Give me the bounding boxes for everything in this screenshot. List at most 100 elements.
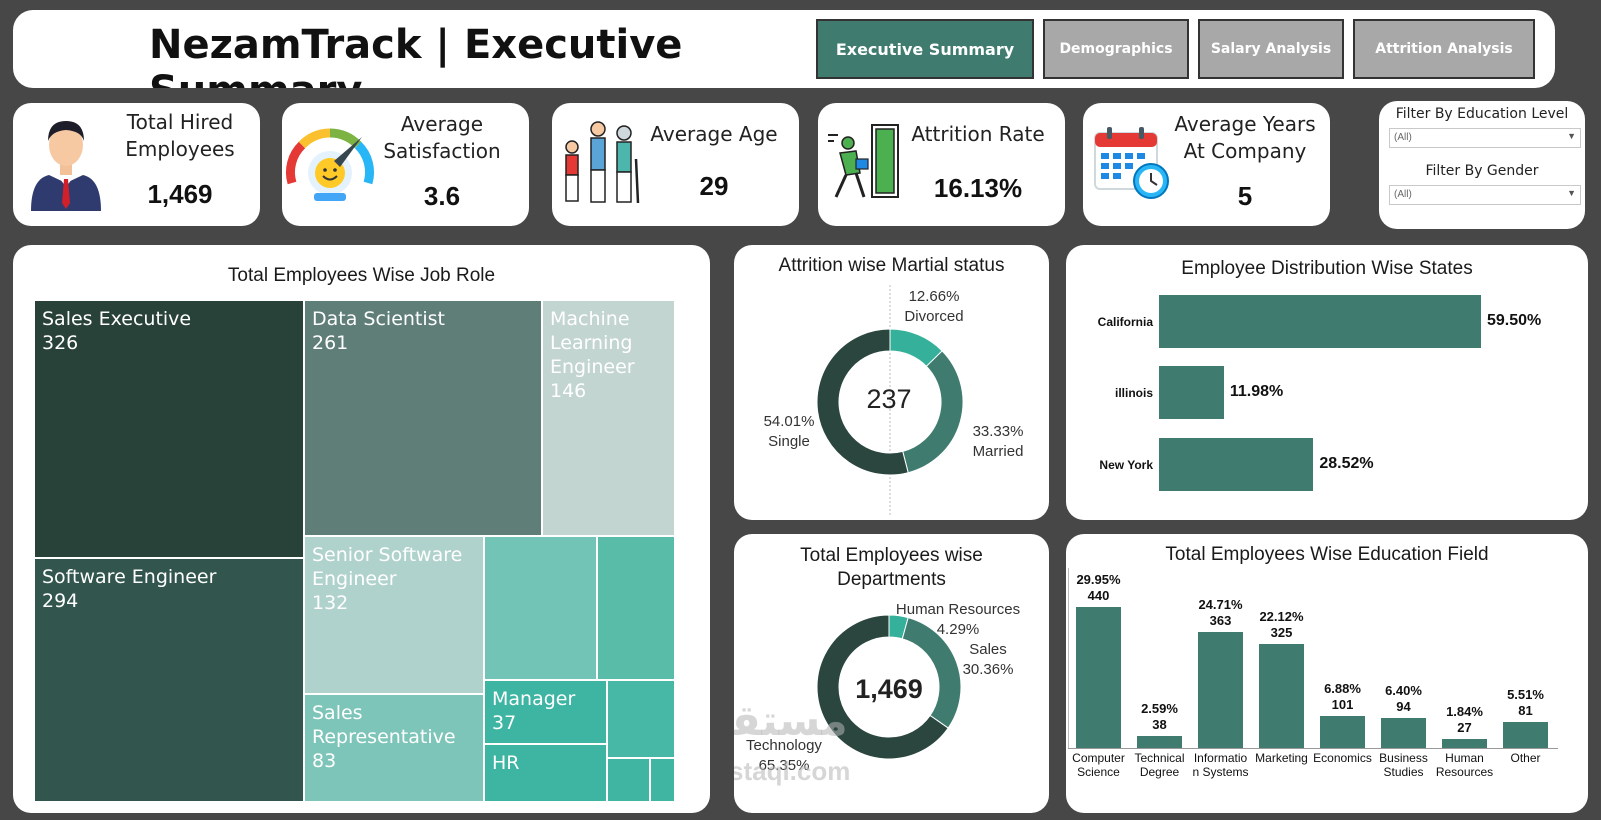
state-value: 28.52% [1319, 454, 1374, 472]
departments-card: Total Employees wise Departments Human R… [734, 534, 1049, 813]
marital-pct-single: 54.01% [763, 413, 815, 430]
education-category-label: Other [1510, 751, 1541, 765]
education-category-label: Business Studies [1379, 751, 1428, 779]
treemap-cell-label: Sales Representative [312, 702, 456, 748]
dept-name-hr: Human Resources [895, 601, 1021, 618]
education-data-label: 5.51% 81 [1507, 687, 1544, 719]
marital-name-married: Married [972, 443, 1024, 460]
nav-demographics[interactable]: Demographics [1043, 19, 1189, 79]
kpi-attrition-rate-value: 16.13% [933, 173, 1023, 203]
kpi-total-hired-label: Total Hired Employees [125, 110, 235, 161]
watermark-arabic: مستقل [734, 697, 848, 744]
donut-slice-single[interactable] [816, 328, 909, 476]
education-bar[interactable] [1320, 715, 1365, 748]
donut-slice-technology[interactable] [816, 614, 949, 760]
departments-title: Total Employees wise Departments [800, 545, 983, 590]
dept-pct-sales: 30.36% [962, 661, 1014, 678]
state-bar[interactable] [1159, 438, 1314, 491]
education-bar-chart: 29.95% 440 Computer Science 2.59% 38 Technical… [1066, 534, 1588, 813]
kpi-attrition-rate-label: Attrition Rate [911, 122, 1045, 146]
marital-center-value: 237 [866, 384, 912, 414]
education-data-label: 22.12% 325 [1259, 608, 1304, 640]
job-role-card: Total Employees Wise Job Role Sales Exec… [13, 245, 710, 813]
treemap-cell-label: Manager [492, 688, 576, 710]
satisfaction-gauge-icon [285, 128, 375, 201]
filter-gender-value: (All) [1394, 189, 1412, 200]
marital-label-divorced: 12.66% Divorced [884, 287, 984, 327]
education-bar[interactable] [1381, 717, 1426, 748]
departments-donut-chart [816, 614, 962, 760]
education-data-label: 1.84% 27 [1446, 704, 1483, 736]
filter-education-select[interactable]: (All) ▼ [1389, 128, 1581, 148]
treemap-cell-data-scientist[interactable]: Data Scientist 261 [304, 300, 542, 536]
education-card: Total Employees Wise Education Field 29.… [1066, 534, 1588, 813]
treemap-cell-unlabeled[interactable] [484, 536, 597, 680]
education-bar[interactable] [1503, 722, 1548, 748]
filter-education-label: Filter By Education Level [1395, 106, 1569, 122]
treemap-cell-value: 132 [312, 592, 349, 614]
page-title: NezamTrack | Executive Summary [149, 22, 683, 88]
treemap-cell-unlabeled[interactable] [650, 758, 675, 802]
treemap-cell-senior-software-engineer[interactable]: Senior Software Engineer 132 [304, 536, 484, 694]
education-bar[interactable] [1076, 607, 1121, 748]
treemap-cell-value: 326 [42, 332, 79, 354]
state-bar[interactable] [1159, 366, 1224, 419]
treemap-cell-label: Senior Software Engineer [312, 544, 463, 590]
treemap-cell-unlabeled[interactable] [607, 758, 650, 802]
education-bar[interactable] [1442, 739, 1487, 748]
education-category-label: Technical Degree [1134, 751, 1185, 779]
dept-name-sales: Sales [969, 641, 1007, 658]
header-card: NezamTrack | Executive Summary Executive… [13, 10, 1555, 88]
education-data-label: 24.71% 363 [1198, 596, 1243, 628]
treemap-cell-sales-representative[interactable]: Sales Representative 83 [304, 694, 484, 802]
treemap-cell-label: Software Engineer [42, 566, 217, 588]
treemap-cell-unlabeled[interactable] [607, 680, 675, 758]
treemap-cell-sales-executive[interactable]: Sales Executive 326 [34, 300, 304, 558]
states-card: Employee Distribution Wise States Califo… [1066, 245, 1588, 520]
state-label: illinois [1114, 385, 1153, 400]
nav-attrition-analysis[interactable]: Attrition Analysis [1353, 19, 1535, 79]
education-bar[interactable] [1198, 631, 1243, 748]
kpi-avg-satisfaction: Average Satisfaction 3.6 [282, 103, 529, 226]
education-category-label: Computer Science [1072, 751, 1125, 779]
treemap-cell-manager[interactable]: Manager 37 [484, 680, 607, 744]
departments-center-value: 1,469 [855, 674, 923, 704]
education-bar[interactable] [1137, 735, 1182, 748]
marital-name-single: Single [768, 433, 810, 450]
education-category-label: Informatio n Systems [1192, 751, 1249, 779]
dept-label-hr: Human Resources 4.29% [888, 600, 1028, 640]
state-bar[interactable] [1159, 295, 1481, 348]
education-data-label: 6.40% 94 [1385, 682, 1422, 714]
age-groups-icon [565, 121, 640, 204]
education-category-label: Human Resources [1435, 751, 1494, 779]
nav-salary-analysis[interactable]: Salary Analysis [1198, 19, 1344, 79]
marital-label-married: 33.33% Married [958, 422, 1038, 462]
kpi-avg-age-label: Average Age [650, 122, 778, 146]
kpi-avg-years-value: 5 [1237, 181, 1253, 211]
kpi-avg-satisfaction-value: 3.6 [423, 181, 461, 211]
treemap-cell-software-engineer[interactable]: Software Engineer 294 [34, 558, 304, 802]
marital-name-divorced: Divorced [904, 308, 964, 325]
education-category-label: Marketing [1255, 751, 1308, 765]
kpi-attrition-rate: Attrition Rate 16.13% [818, 103, 1065, 226]
education-data-label: 2.59% 38 [1141, 700, 1178, 732]
marital-pct-divorced: 12.66% [908, 288, 960, 305]
treemap-cell-hr[interactable]: HR [484, 744, 607, 802]
state-value: 59.50% [1487, 311, 1542, 329]
kpi-avg-years-label: Average Years At Company [1174, 112, 1316, 163]
kpi-avg-age-value: 29 [699, 171, 729, 201]
employee-icon [31, 121, 101, 211]
states-title: Employee Distribution Wise States [1181, 258, 1473, 279]
education-bar[interactable] [1259, 643, 1304, 748]
treemap-cell-machine-learning-engineer[interactable]: Machine Learning Engineer 146 [542, 300, 675, 536]
kpi-avg-years: Average Years At Company 5 [1083, 103, 1330, 226]
treemap-cell-unlabeled[interactable] [597, 536, 675, 680]
kpi-avg-satisfaction-label: Average Satisfaction [383, 112, 501, 163]
kpi-total-hired: Total Hired Employees 1,469 [13, 103, 260, 226]
nav-executive-summary[interactable]: Executive Summary [816, 19, 1034, 79]
state-label: California [1097, 314, 1153, 329]
treemap-cell-label: HR [492, 752, 520, 774]
filter-gender-select[interactable]: (All) ▼ [1389, 185, 1581, 205]
watermark-url: mostaql.com [734, 756, 851, 786]
job-role-treemap: Sales Executive 326 Software Engineer 294 Da… [34, 300, 689, 802]
